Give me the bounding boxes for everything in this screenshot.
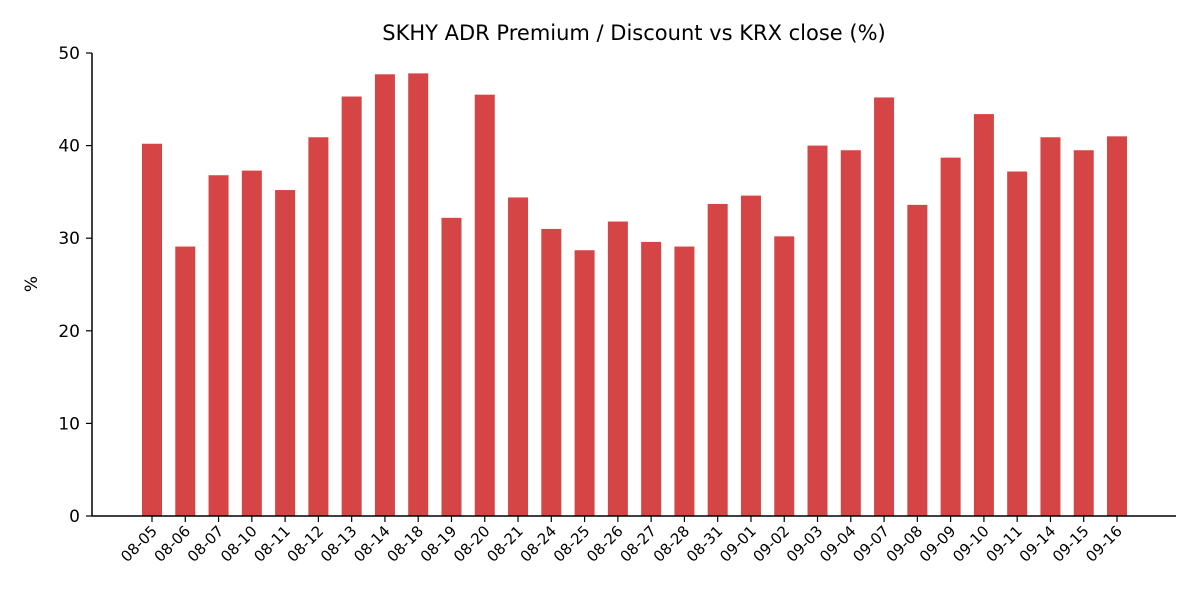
bar-08-10 xyxy=(241,170,262,517)
x-tick-label: 08-31 xyxy=(683,522,727,566)
bar-08-20 xyxy=(474,94,495,517)
bar-09-11 xyxy=(1007,171,1028,516)
bar-08-18 xyxy=(408,73,429,516)
x-tick-label: 08-27 xyxy=(616,522,660,566)
bar-08-14 xyxy=(374,74,395,516)
x-tick-label: 08-28 xyxy=(650,522,694,566)
bar-08-06 xyxy=(175,246,196,516)
x-tick-label: 08-05 xyxy=(117,522,161,566)
y-tick-label: 0 xyxy=(69,507,80,527)
y-tick-label: 10 xyxy=(58,414,80,434)
x-tick-label: 08-20 xyxy=(450,522,494,566)
bar-08-21 xyxy=(508,197,529,516)
x-tick-label: 08-25 xyxy=(550,522,594,566)
x-tick-label: 09-02 xyxy=(750,522,794,566)
bar-08-07 xyxy=(208,175,229,516)
bar-08-25 xyxy=(574,250,595,516)
x-tick-label: 09-11 xyxy=(982,522,1026,566)
bars-group xyxy=(142,73,1127,517)
x-tick-label: 08-07 xyxy=(184,522,228,566)
x-tick-label: 08-24 xyxy=(517,522,561,566)
bar-08-05 xyxy=(142,143,162,517)
bar-09-03 xyxy=(807,145,828,516)
x-tick-label: 08-11 xyxy=(250,522,294,566)
bar-08-27 xyxy=(641,241,662,517)
bar-08-13 xyxy=(341,96,362,516)
chart-title: SKHY ADR Premium / Discount vs KRX close… xyxy=(382,21,886,45)
x-tick-label: 08-19 xyxy=(417,522,461,566)
bar-09-10 xyxy=(973,114,994,516)
y-tick-label: 40 xyxy=(58,137,80,157)
x-tick-label: 09-15 xyxy=(1049,522,1093,566)
x-tick-label: 09-16 xyxy=(1082,522,1126,566)
bar-09-08 xyxy=(907,204,928,516)
x-tick-label: 09-10 xyxy=(949,522,993,566)
bar-09-16 xyxy=(1107,136,1127,516)
x-tick-label: 08-06 xyxy=(151,522,195,566)
x-tick-label: 08-26 xyxy=(583,522,627,566)
y-tick-label: 20 xyxy=(58,322,80,342)
x-tick-label: 09-08 xyxy=(883,522,927,566)
x-tick-label: 08-21 xyxy=(483,522,527,566)
x-tick-label: 09-01 xyxy=(716,522,760,566)
bar-08-28 xyxy=(674,246,695,516)
bar-09-15 xyxy=(1073,150,1094,517)
bar-09-01 xyxy=(740,195,761,516)
bar-09-09 xyxy=(940,157,961,516)
x-axis-ticks: 08-0508-0608-0708-1008-1108-1208-1308-14… xyxy=(117,516,1126,566)
x-tick-label: 09-14 xyxy=(1016,522,1060,566)
y-axis-label: % xyxy=(22,276,42,292)
bar-08-26 xyxy=(607,221,628,517)
bar-08-19 xyxy=(441,217,462,516)
x-tick-label: 08-18 xyxy=(383,522,427,566)
x-tick-label: 09-03 xyxy=(783,522,827,566)
x-tick-label: 08-10 xyxy=(217,522,261,566)
bar-08-24 xyxy=(541,228,562,516)
y-tick-label: 50 xyxy=(58,44,80,64)
x-tick-label: 08-12 xyxy=(284,522,328,566)
bar-08-11 xyxy=(275,190,296,516)
x-tick-label: 08-13 xyxy=(317,522,361,566)
bar-09-14 xyxy=(1040,137,1061,517)
bar-08-31 xyxy=(707,203,728,517)
bar-09-02 xyxy=(774,236,795,516)
x-tick-label: 09-09 xyxy=(916,522,960,566)
x-tick-label: 09-04 xyxy=(816,522,860,566)
bar-09-04 xyxy=(840,150,861,517)
x-tick-label: 08-14 xyxy=(350,522,394,566)
y-axis-ticks: 0 10 20 30 40 50 xyxy=(58,44,92,527)
x-tick-label: 09-07 xyxy=(849,522,893,566)
bar-08-12 xyxy=(308,137,329,517)
y-tick-label: 30 xyxy=(58,229,80,249)
bar-09-07 xyxy=(874,97,895,516)
